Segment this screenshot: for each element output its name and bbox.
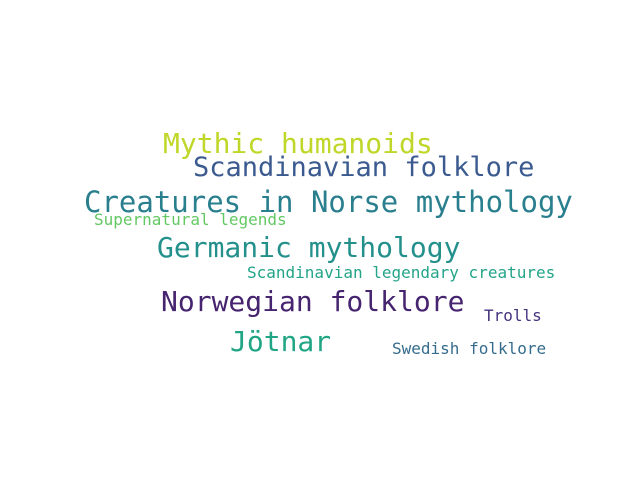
word-trolls: Trolls — [484, 306, 542, 325]
word-swedish-folklore: Swedish folklore — [392, 339, 547, 358]
word-norwegian-folklore: Norwegian folklore — [161, 285, 465, 318]
word-germanic-mythology: Germanic mythology — [157, 231, 461, 264]
word-jotnar: Jötnar — [230, 325, 332, 358]
word-creatures-in-norse-mythology: Creatures in Norse mythology — [84, 185, 573, 219]
word-supernatural-legends: Supernatural legends — [94, 210, 287, 229]
word-scandinavian-folklore: Scandinavian folklore — [193, 152, 535, 183]
word-scandinavian-legendary-creatures: Scandinavian legendary creatures — [247, 263, 556, 282]
word-mythic-humanoids: Mythic humanoids — [163, 127, 433, 160]
